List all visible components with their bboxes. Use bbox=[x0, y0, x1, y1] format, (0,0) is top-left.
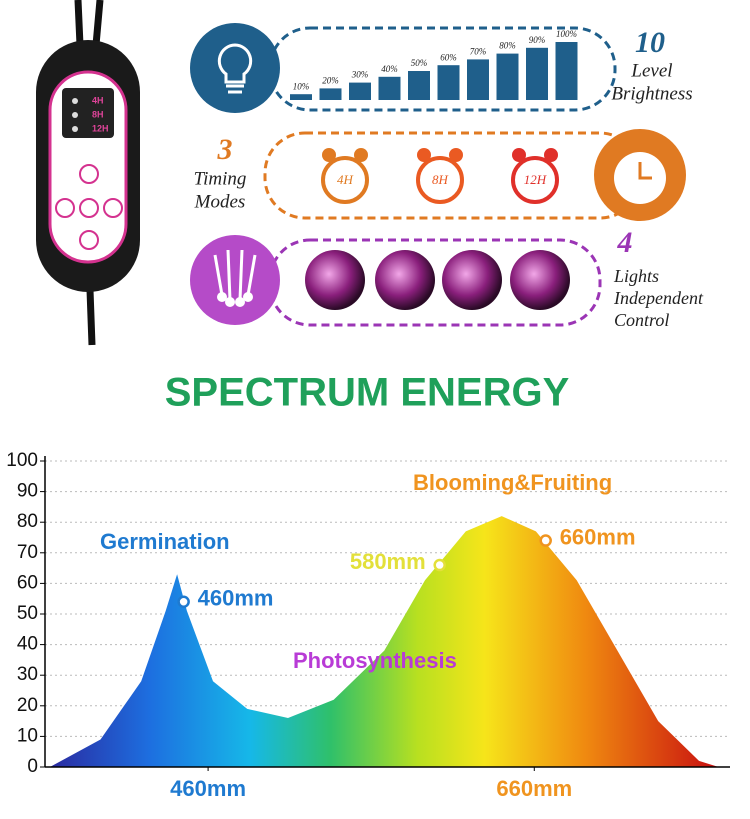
brightness-text: Brightness bbox=[611, 83, 692, 104]
brightness-bar bbox=[319, 88, 342, 100]
chart-title: SPECTRUM ENERGY bbox=[165, 371, 570, 415]
bright-button[interactable] bbox=[103, 198, 123, 218]
clock-bell bbox=[512, 148, 526, 162]
brightness-bar bbox=[555, 42, 578, 100]
remote bbox=[36, 0, 140, 346]
brightness-label: 20% bbox=[322, 75, 339, 85]
brightness-bar bbox=[349, 82, 371, 100]
y-tick-label: 90 bbox=[17, 481, 38, 502]
remote-timer: 12H bbox=[92, 123, 109, 133]
timing-text: Timing bbox=[194, 168, 247, 189]
region-label: Germination bbox=[100, 529, 230, 554]
y-tick-label: 10 bbox=[17, 725, 38, 746]
clock bbox=[416, 156, 464, 204]
region-label: Blooming&Fruiting bbox=[413, 470, 612, 495]
clock bbox=[511, 156, 559, 204]
clock-label: 8H bbox=[432, 172, 449, 187]
x-tick-label: 460mm bbox=[170, 776, 246, 801]
brightness-text: Level bbox=[630, 60, 672, 81]
region-label: Photosynthesis bbox=[293, 648, 457, 673]
x-tick-label: 660mm bbox=[496, 776, 572, 801]
light-spheres bbox=[305, 250, 570, 310]
y-tick-label: 20 bbox=[17, 695, 38, 716]
marker-label: 660mm bbox=[560, 524, 636, 549]
y-tick-label: 30 bbox=[17, 664, 38, 685]
brightness-bar bbox=[378, 76, 401, 100]
y-tick-label: 40 bbox=[17, 634, 38, 655]
clock-bell bbox=[322, 148, 336, 162]
brightness-label: 90% bbox=[529, 35, 546, 45]
lights-text: Control bbox=[614, 310, 669, 330]
lights-text: Lights bbox=[613, 266, 659, 286]
y-tick-label: 100 bbox=[6, 450, 38, 471]
brightness-bar bbox=[437, 65, 460, 100]
y-tick-label: 0 bbox=[27, 756, 38, 777]
lights-text: Independent bbox=[613, 288, 704, 308]
timing-number: 3 bbox=[217, 133, 233, 166]
brightness-bar bbox=[290, 94, 312, 100]
clock-bell bbox=[544, 148, 558, 162]
marker bbox=[539, 534, 552, 547]
brightness-label: 10% bbox=[293, 81, 310, 91]
remote-timer: 4H bbox=[92, 95, 104, 105]
brightness-label: 70% bbox=[470, 46, 487, 56]
marker-label: 580mm bbox=[350, 549, 426, 574]
marker bbox=[433, 558, 446, 572]
brightness-label: 80% bbox=[499, 41, 516, 51]
clock-bell bbox=[354, 148, 368, 162]
y-tick-label: 70 bbox=[17, 542, 38, 563]
lights-number: 4 bbox=[617, 226, 633, 259]
y-tick-label: 80 bbox=[17, 511, 38, 532]
power-button[interactable] bbox=[79, 230, 99, 250]
spectrum-area bbox=[49, 516, 719, 767]
brightness-label: 100% bbox=[556, 29, 577, 39]
brightness-bar bbox=[408, 71, 430, 100]
clock-label: 12H bbox=[524, 172, 547, 187]
dim-button[interactable] bbox=[55, 198, 75, 218]
timer-button[interactable] bbox=[79, 164, 99, 184]
clock bbox=[321, 156, 369, 204]
clock-label: 4H bbox=[337, 172, 354, 187]
clock-bell bbox=[449, 148, 463, 162]
brightness-label: 50% bbox=[411, 58, 428, 68]
marker bbox=[177, 595, 190, 609]
brightness-number: 10 bbox=[635, 26, 665, 59]
marker-label: 460mm bbox=[198, 586, 274, 611]
brightness-bar bbox=[496, 53, 519, 100]
timing-text: Modes bbox=[194, 191, 246, 212]
brightness-bar bbox=[467, 59, 489, 100]
brightness-label: 30% bbox=[351, 70, 369, 80]
brightness-bar bbox=[526, 47, 548, 100]
mode-button[interactable] bbox=[79, 198, 99, 218]
clock-bell bbox=[417, 148, 431, 162]
y-tick-label: 50 bbox=[17, 603, 38, 624]
remote-timer: 8H bbox=[92, 109, 104, 119]
y-tick-label: 60 bbox=[17, 572, 38, 593]
brightness-label: 40% bbox=[381, 64, 398, 74]
brightness-label: 60% bbox=[440, 52, 457, 62]
